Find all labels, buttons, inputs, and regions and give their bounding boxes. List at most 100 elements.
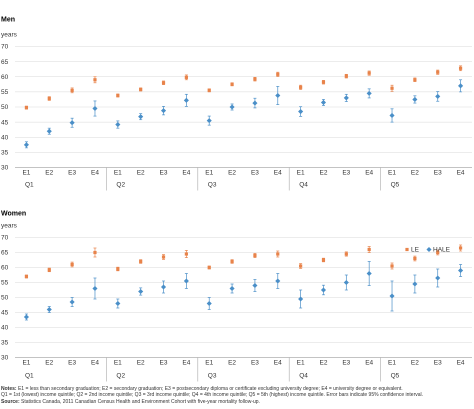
le-point (390, 264, 394, 268)
x-tick-label: E2 (45, 360, 53, 367)
hale-point (275, 278, 281, 284)
x-tick-label: E3 (68, 170, 76, 177)
y-tick-label: 35 (1, 150, 9, 157)
hale-point (252, 282, 258, 289)
x-tick-label: E4 (457, 360, 465, 367)
x-tick-label: E1 (114, 360, 122, 367)
hale-point (343, 279, 349, 286)
notes-text-1: E1 = less than secondary graduation; E2 … (17, 386, 403, 392)
group-label: Q1 (25, 373, 34, 380)
le-point (47, 96, 51, 101)
y-tick-label: 50 (1, 104, 9, 111)
x-tick-label: E1 (297, 170, 305, 177)
le-point (24, 106, 29, 110)
y-tick-label: 40 (1, 325, 9, 332)
y-tick-label: 55 (1, 89, 9, 96)
y-tick-label: 45 (1, 119, 9, 126)
le-point (321, 80, 326, 84)
x-tick-label: E4 (274, 360, 282, 367)
group-label: Q4 (299, 373, 308, 380)
hale-point (69, 120, 75, 126)
x-tick-label: E1 (22, 360, 30, 367)
hale-point (229, 285, 235, 292)
women-panel: Women years 30 35 40 45 50 55 60 65 70 E1 E2 E3 E4 E1… (1, 211, 472, 382)
le-point (276, 72, 280, 76)
x-tick-label: E3 (434, 360, 442, 367)
le-point (344, 74, 348, 78)
x-tick-label: E3 (342, 170, 350, 177)
le-point (230, 259, 234, 264)
hale-point (23, 142, 29, 148)
hale-point (160, 108, 167, 114)
y-tick-label: 55 (1, 280, 9, 287)
hale-point (389, 293, 395, 299)
hale-point (92, 105, 98, 112)
le-point (253, 253, 257, 258)
hale-point (458, 83, 464, 89)
y-tick-label: 65 (1, 250, 9, 257)
x-tick-label: E3 (251, 170, 259, 177)
x-tick-label: E2 (45, 170, 53, 177)
source-line: Source: Statistics Canada, 2011 Canadian… (1, 399, 473, 405)
group-label: Q4 (299, 182, 308, 189)
hale-point (138, 288, 144, 295)
le-point (24, 274, 29, 279)
x-tick-label: E1 (22, 170, 30, 177)
x-tick-label: E3 (251, 360, 259, 367)
hale-point (115, 300, 121, 307)
y-tick-label: 70 (1, 235, 9, 242)
source-text: Statistics Canada, 2011 Canadian Census … (21, 398, 260, 405)
le-point (458, 66, 463, 70)
le-point (299, 85, 303, 89)
hale-point (275, 92, 281, 99)
hale-point (138, 114, 144, 120)
y-tick-label: 60 (1, 265, 9, 272)
le-point (413, 78, 417, 82)
x-tick-label: E4 (182, 170, 190, 177)
x-tick-label: E2 (411, 170, 419, 177)
group-label: Q2 (116, 373, 125, 380)
hale-point (298, 108, 304, 115)
le-point (436, 70, 440, 74)
le-point (70, 88, 74, 92)
x-tick-label: E1 (388, 360, 396, 367)
x-tick-label: E3 (342, 360, 350, 367)
hale-point (229, 104, 235, 110)
x-tick-label: E4 (182, 360, 190, 367)
notes-line-2: Q1 = 1st (lowest) income quintile; Q2 = … (1, 392, 424, 399)
hale-point (320, 99, 327, 106)
le-point (436, 250, 440, 255)
x-tick-label: E4 (365, 170, 373, 177)
x-tick-label: E2 (137, 360, 145, 367)
hale-point (389, 112, 395, 119)
legend-le-marker (405, 247, 409, 252)
le-point (161, 81, 166, 85)
x-tick-label: E1 (297, 360, 305, 367)
le-point (139, 87, 143, 92)
le-point (70, 262, 74, 267)
x-tick-label: E2 (411, 360, 419, 367)
legend-hale-marker (426, 246, 432, 253)
le-point (47, 268, 51, 272)
y-tick-label: 60 (1, 74, 9, 81)
x-tick-label: E4 (457, 170, 465, 177)
hale-point (183, 278, 189, 284)
x-tick-label: E4 (91, 170, 99, 177)
hale-point (92, 285, 98, 292)
hale-point (458, 267, 464, 274)
hale-point (435, 275, 441, 281)
x-tick-label: E1 (205, 360, 213, 367)
y-tick-label: 40 (1, 134, 9, 141)
hale-point (343, 95, 349, 101)
x-tick-label: E3 (68, 360, 76, 367)
le-point (161, 255, 166, 259)
x-tick-label: E2 (137, 170, 145, 177)
y-tick-label: 65 (1, 59, 9, 66)
hale-point (298, 296, 304, 302)
le-point (93, 78, 97, 82)
le-point (321, 258, 326, 262)
x-tick-label: E4 (365, 360, 373, 367)
group-label: Q3 (208, 182, 217, 189)
x-tick-label: E1 (205, 170, 213, 177)
